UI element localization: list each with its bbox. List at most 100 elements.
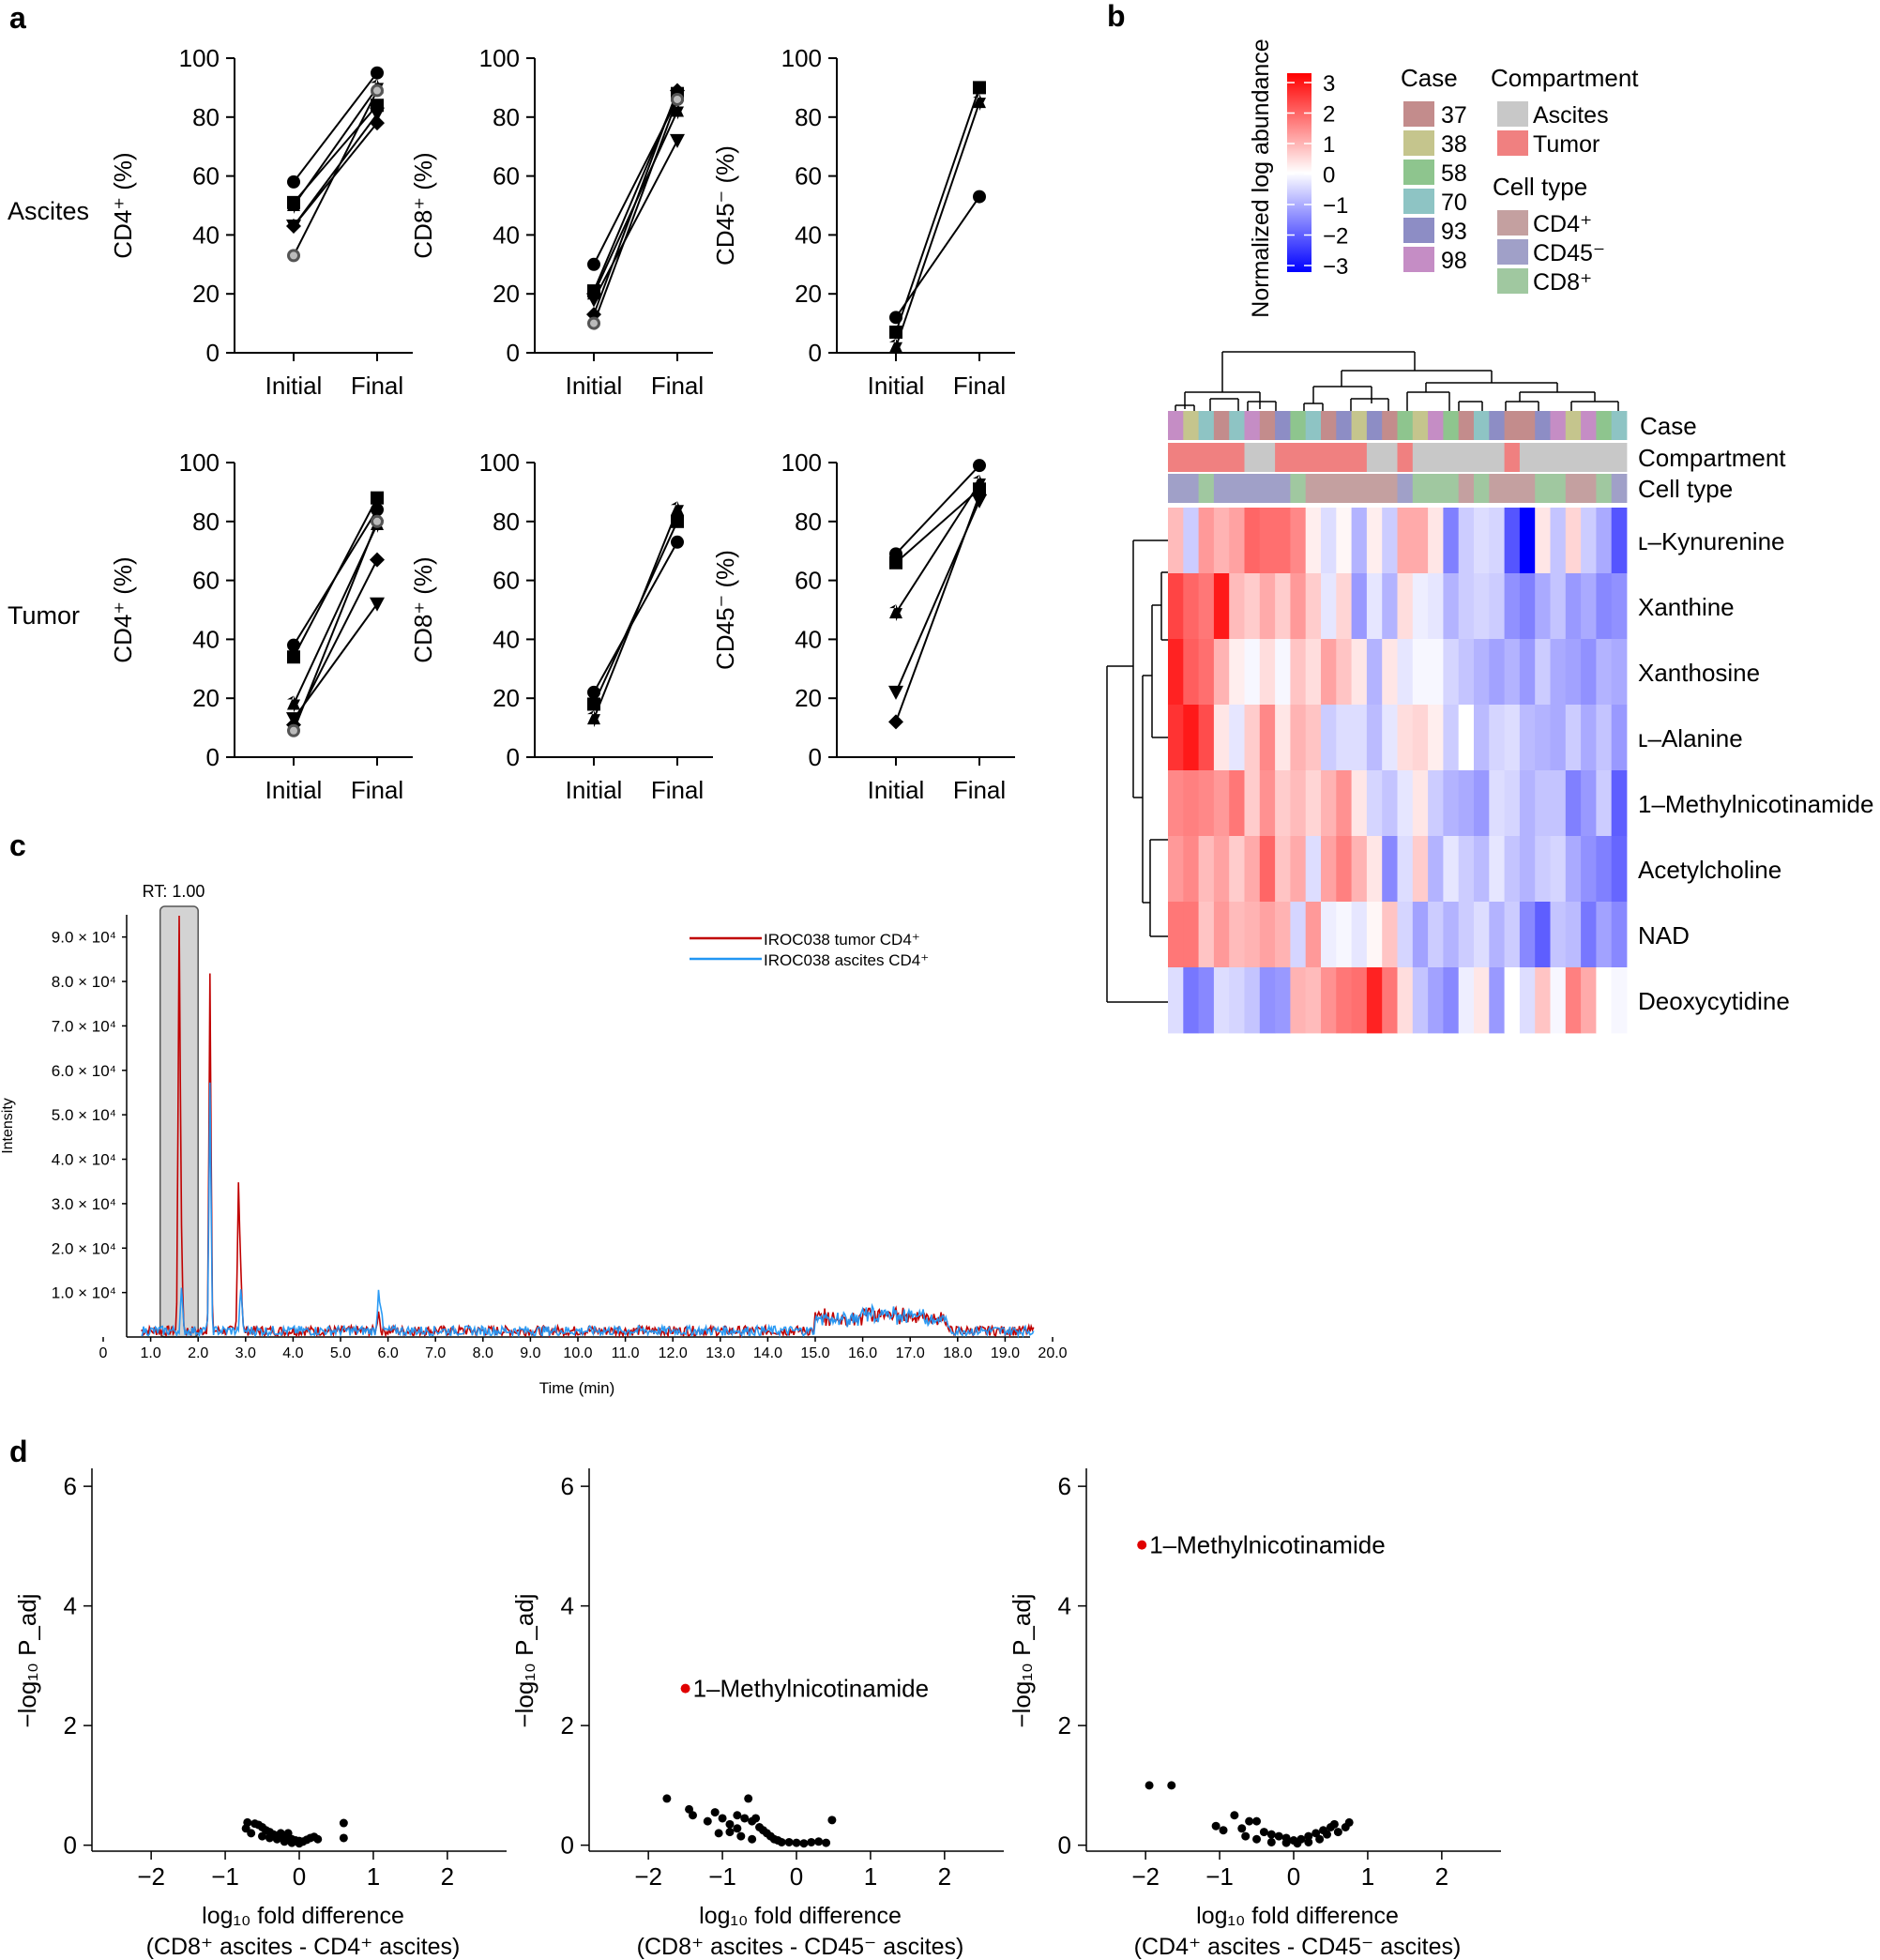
annotation-cell — [1275, 474, 1291, 503]
annotation-cell — [1336, 443, 1352, 472]
y-tick-label: 0 — [1058, 1831, 1071, 1860]
x-tick-label: −1 — [211, 1862, 239, 1891]
pair-line — [895, 87, 980, 333]
annotation-cell — [1489, 411, 1505, 440]
y-tick-label: 20 — [795, 280, 822, 308]
heatmap-cell — [1321, 508, 1337, 574]
rt-label: RT: 1.00 — [143, 882, 205, 901]
scatter-point — [740, 1814, 750, 1823]
heatmap-cell — [1244, 573, 1261, 640]
x-tick-label: 0 — [99, 1345, 108, 1361]
initial-point — [286, 218, 301, 234]
heatmap-row-label: NAD — [1638, 921, 1690, 950]
heatmap-cell — [1596, 508, 1613, 574]
heatmap-cell — [1458, 639, 1475, 706]
heatmap-cell — [1351, 902, 1368, 968]
heatmap-cell — [1259, 836, 1276, 903]
annotation-cell — [1412, 474, 1429, 503]
highlight-label: 1–Methylnicotinamide — [693, 1675, 929, 1703]
final-point — [671, 102, 684, 120]
heatmap-cell — [1336, 573, 1352, 640]
heatmap-cell — [1611, 573, 1628, 640]
initial-point — [889, 604, 902, 622]
heatmap-cell — [1366, 573, 1383, 640]
heatmap-cell — [1198, 967, 1215, 1034]
heatmap-cell — [1535, 770, 1551, 837]
heatmap-cell — [1519, 573, 1536, 640]
y-tick-label: 6 — [561, 1472, 574, 1500]
y-tick-label: 80 — [192, 508, 220, 536]
y-tick-label: 60 — [493, 162, 520, 190]
y-tick-label: 2 — [64, 1711, 77, 1740]
annotation-cell — [1213, 474, 1230, 503]
annotation-cell — [1428, 474, 1444, 503]
final-point — [371, 66, 384, 80]
y-axis-label: −log₁₀ P_adj — [510, 1593, 538, 1727]
heatmap-cell — [1229, 836, 1245, 903]
scatter-point — [1329, 1819, 1339, 1829]
annotation-cell — [1474, 443, 1490, 472]
colorbar-tick-label: 0 — [1323, 163, 1335, 189]
heatmap-cell — [1183, 770, 1199, 837]
annotation-cell — [1474, 474, 1490, 503]
heatmap-cell — [1290, 705, 1307, 771]
scatter-point — [247, 1829, 256, 1838]
heatmap-cell — [1611, 639, 1628, 706]
final-point-inner — [373, 517, 381, 525]
y-axis-label: CD45⁻ (%) — [711, 550, 739, 670]
legend-case-swatch — [1403, 101, 1434, 127]
heatmap-cell — [1290, 508, 1307, 574]
annotation-cell — [1489, 474, 1505, 503]
annotation-cell — [1290, 411, 1307, 440]
heatmap-cell — [1336, 836, 1352, 903]
heatmap-cell — [1581, 770, 1597, 837]
annotation-cell — [1168, 443, 1184, 472]
y-axis-label: CD4⁺ (%) — [109, 152, 137, 258]
heatmap-cell — [1244, 770, 1261, 837]
final-point — [371, 514, 384, 528]
legend-compartment-label: Tumor — [1533, 131, 1600, 158]
heatmap-cell — [1565, 508, 1582, 574]
scatter-point — [751, 1814, 761, 1823]
legend-celltype-title: Cell type — [1493, 173, 1587, 201]
heatmap-cell — [1565, 836, 1582, 903]
y-tick-label: 4 — [561, 1592, 574, 1620]
heatmap-cell — [1275, 508, 1291, 574]
heatmap-cell — [1519, 705, 1536, 771]
legend-label: IROC038 ascites CD4⁺ — [764, 951, 929, 969]
heatmap-cell — [1474, 573, 1490, 640]
heatmap-cell — [1397, 902, 1414, 968]
pair-line — [593, 541, 678, 693]
annotation-cell — [1504, 443, 1521, 472]
annotation-cell — [1305, 443, 1322, 472]
heatmap-cell — [1198, 836, 1215, 903]
final-point — [370, 597, 385, 612]
heatmap-cell — [1275, 705, 1291, 771]
initial-point — [587, 257, 600, 271]
x-tick-label: 16.0 — [848, 1345, 877, 1361]
scatter-point — [799, 1839, 809, 1848]
annotation-cell — [1443, 411, 1460, 440]
heatmap-cell — [1412, 836, 1429, 903]
y-tick-label: 40 — [192, 625, 220, 653]
heatmap-cell — [1382, 836, 1398, 903]
heatmap-cell — [1229, 573, 1245, 640]
annotation-cell — [1535, 443, 1551, 472]
heatmap-cell — [1168, 967, 1184, 1034]
pair-line — [895, 494, 980, 722]
heatmap-cell — [1550, 770, 1567, 837]
legend-case-swatch — [1403, 218, 1434, 243]
heatmap-cell — [1412, 508, 1429, 574]
x-tick-label: 10.0 — [563, 1345, 592, 1361]
row-dendrogram — [1106, 539, 1168, 1003]
heatmap-cell — [1275, 573, 1291, 640]
final-point — [973, 94, 986, 112]
scatter-point — [265, 1833, 274, 1843]
y-tick-label: 0 — [809, 339, 822, 367]
heatmap-cell — [1259, 639, 1276, 706]
x-tick-label: 6.0 — [377, 1345, 398, 1361]
heatmap-cell — [1259, 770, 1276, 837]
heatmap-cell — [1290, 770, 1307, 837]
heatmap-cell — [1428, 967, 1444, 1034]
x-tick-label: 17.0 — [896, 1345, 925, 1361]
